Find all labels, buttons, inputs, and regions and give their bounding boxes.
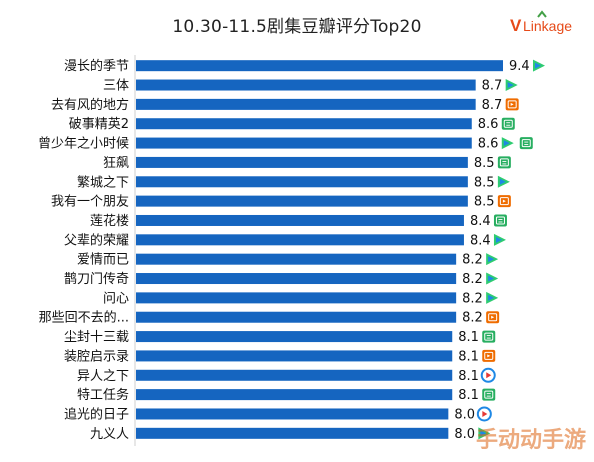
- value-label: 8.1: [458, 369, 479, 384]
- bar: [136, 331, 453, 343]
- iqiyi-icon: [519, 137, 533, 150]
- category-label: 九义人: [90, 427, 129, 442]
- iqiyi-icon: [497, 156, 511, 169]
- watermark-text: 手动动手游: [475, 428, 586, 453]
- category-label: 父辈的荣耀: [64, 232, 129, 248]
- category-label: 问心: [103, 291, 129, 306]
- tencent-icon: [493, 233, 506, 246]
- value-label: 8.7: [482, 98, 503, 113]
- value-label: 8.4: [470, 214, 491, 229]
- tencent-icon: [533, 59, 545, 72]
- vlinkage-logo: V Linkage: [510, 10, 585, 36]
- bar: [136, 214, 464, 226]
- mango-icon: [505, 98, 519, 111]
- value-label: 8.0: [454, 407, 475, 422]
- category-label: 三体: [103, 79, 129, 94]
- tencent-icon: [497, 175, 510, 188]
- bar: [136, 273, 457, 285]
- bar: [136, 234, 464, 246]
- iqiyi-icon: [493, 214, 507, 227]
- value-label: 8.2: [462, 272, 483, 287]
- category-label: 漫长的季节: [64, 58, 129, 74]
- tencent-icon: [478, 427, 491, 440]
- value-label: 8.4: [470, 233, 491, 248]
- bar: [136, 195, 468, 207]
- value-label: 8.2: [462, 291, 483, 306]
- tencent-icon: [505, 79, 518, 92]
- category-label: 追光的日子: [64, 406, 129, 422]
- category-label: 鹊刀门传奇: [64, 271, 129, 287]
- category-label: 装腔启示录: [64, 349, 129, 364]
- category-label: 异人之下: [77, 369, 129, 384]
- category-label: 尘封十三载: [64, 330, 129, 345]
- bar: [136, 253, 457, 265]
- bar: [136, 137, 472, 149]
- bar: [136, 176, 468, 188]
- bar: [136, 292, 457, 304]
- category-label: 去有风的地方: [51, 97, 129, 113]
- bar: [136, 350, 453, 362]
- mango-icon: [486, 311, 500, 324]
- value-label: 8.5: [474, 195, 495, 210]
- value-label: 8.7: [482, 79, 503, 94]
- bar: [136, 427, 449, 439]
- value-label: 8.1: [458, 330, 479, 345]
- value-label: 9.4: [509, 59, 530, 74]
- youku-icon: [480, 367, 496, 383]
- value-label: 8.0: [454, 427, 475, 442]
- tencent-icon: [486, 253, 499, 266]
- iqiyi-icon: [482, 330, 496, 343]
- value-label: 8.5: [474, 175, 495, 190]
- category-label: 曾少年之小时候: [38, 137, 129, 152]
- tencent-icon: [486, 272, 499, 285]
- bar: [136, 369, 453, 381]
- iqiyi-icon: [482, 388, 496, 401]
- category-label: 莲花楼: [90, 213, 129, 229]
- youku-icon: [476, 406, 492, 422]
- bar: [136, 156, 468, 168]
- value-label: 8.5: [474, 156, 495, 171]
- category-label: 破事精英2: [69, 117, 129, 132]
- category-label: 我有一个朋友: [51, 194, 129, 210]
- value-label: 8.2: [462, 311, 483, 326]
- value-label: 8.6: [478, 137, 499, 152]
- bar: [136, 408, 449, 420]
- category-label: 特工任务: [77, 387, 129, 403]
- tencent-icon: [486, 291, 499, 304]
- value-label: 8.6: [478, 117, 499, 132]
- chart-title: 10.30-11.5剧集豆瓣评分Top20: [172, 17, 422, 37]
- category-label: 狂飙: [103, 155, 129, 171]
- value-label: 8.1: [458, 349, 479, 364]
- mango-icon: [497, 195, 511, 208]
- logo-text: Linkage: [523, 18, 573, 34]
- bar: [136, 79, 476, 91]
- iqiyi-icon: [501, 117, 515, 130]
- logo-letter-v: V: [510, 16, 522, 35]
- category-label: 爱情而已: [77, 253, 129, 268]
- tencent-icon: [501, 137, 514, 150]
- bar: [136, 98, 476, 110]
- bar: [136, 60, 503, 72]
- value-label: 8.1: [458, 388, 479, 403]
- mango-icon: [482, 349, 496, 362]
- value-label: 8.2: [462, 253, 483, 268]
- logo-arrow-icon: [537, 10, 547, 18]
- category-label: 那些回不去的...: [39, 310, 129, 326]
- bar: [136, 389, 453, 401]
- bar: [136, 118, 472, 130]
- category-label: 繁城之下: [77, 174, 129, 190]
- bar: [136, 311, 457, 323]
